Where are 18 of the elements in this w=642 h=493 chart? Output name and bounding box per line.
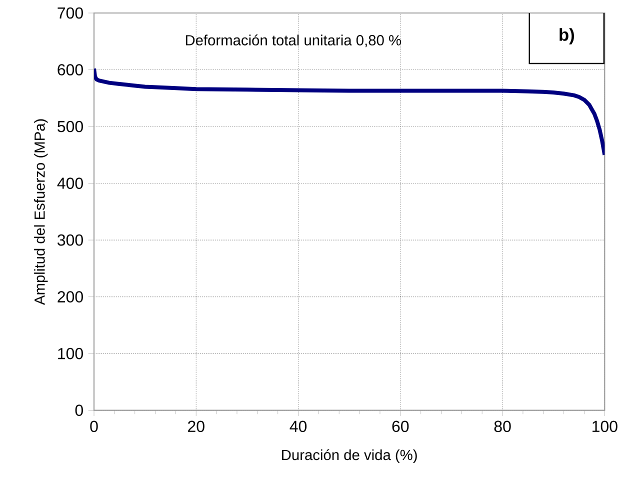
- y-tick-label: 300: [58, 234, 83, 246]
- x-axis-title: Duración de vida (%): [282, 449, 417, 464]
- y-tick-label: 700: [58, 7, 83, 19]
- x-tick-label: 60: [392, 420, 409, 432]
- x-tick-label: 20: [188, 420, 204, 432]
- x-tick-label: 80: [494, 420, 511, 432]
- y-tick-label: 200: [58, 291, 83, 302]
- y-tick-label: 600: [58, 64, 83, 76]
- y-tick-label: 500: [58, 120, 83, 132]
- y-tick-label: 0: [75, 404, 83, 416]
- y-tick-label: 100: [58, 348, 83, 360]
- x-tick-label: 0: [90, 420, 98, 432]
- annotation: b): [560, 28, 574, 44]
- y-tick-label: 400: [57, 178, 83, 189]
- y-axis-title: Amplitud del Esfuerzo (MPa): [34, 119, 48, 305]
- annotation: Deformación total unitaria 0,80 %: [186, 34, 402, 48]
- x-tick-label: 40: [290, 420, 307, 432]
- x-tick-label: 100: [592, 420, 618, 432]
